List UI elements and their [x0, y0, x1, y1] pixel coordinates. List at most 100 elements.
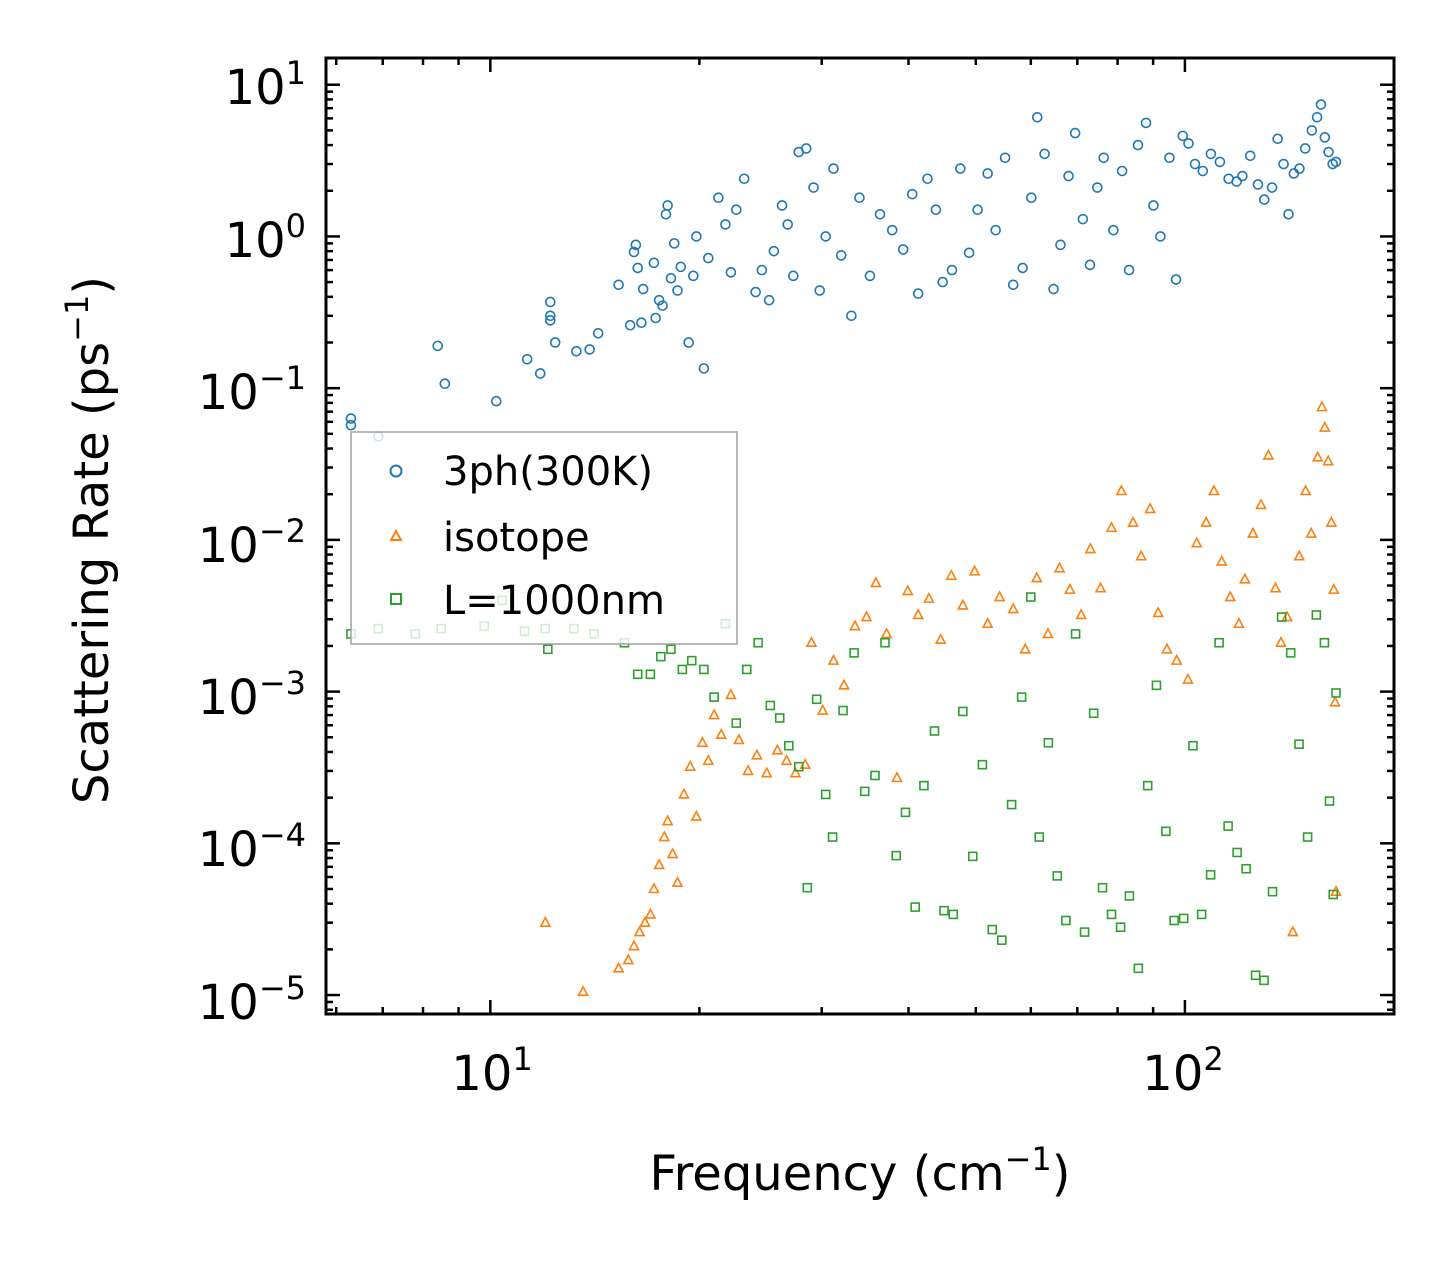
data-point [1224, 590, 1237, 602]
data-point [1294, 163, 1305, 174]
data-point [1328, 889, 1339, 900]
data-point [1135, 549, 1147, 561]
data-point [1152, 606, 1164, 618]
data-point [945, 569, 958, 581]
data-point [733, 733, 745, 745]
data-point [1231, 176, 1242, 187]
data-point [1019, 642, 1032, 654]
data-point [686, 655, 697, 666]
data-point [545, 315, 556, 326]
data-point [1315, 99, 1327, 110]
data-point [997, 935, 1007, 945]
legend-label-boundary: L=1000nm [443, 578, 665, 624]
data-point [665, 272, 677, 284]
data-point [432, 340, 444, 352]
data-point [1161, 826, 1171, 837]
data-point [653, 858, 665, 870]
data-point [1258, 194, 1270, 205]
legend-marker-boundary [390, 593, 402, 605]
data-point [912, 608, 924, 620]
data-point [880, 637, 890, 648]
data-point [1299, 143, 1311, 154]
data-point [543, 644, 553, 655]
data-point [1188, 740, 1198, 751]
data-point [780, 754, 793, 766]
data-point [1330, 156, 1342, 168]
data-point [1247, 526, 1259, 538]
data-point [870, 770, 880, 781]
data-point [690, 809, 703, 821]
data-point [671, 876, 684, 888]
data-point [849, 648, 859, 658]
data-point [662, 200, 673, 211]
data-point [1266, 182, 1278, 193]
data-point [708, 708, 720, 720]
data-point [946, 264, 958, 276]
x-axis-title: Frequency (cm−1) [649, 1140, 1070, 1202]
data-point [820, 231, 832, 242]
data-point [1299, 484, 1312, 496]
data-point [886, 224, 898, 236]
data-point [632, 262, 644, 274]
data-point [930, 204, 942, 216]
data-point [1031, 111, 1043, 123]
data-point [650, 312, 661, 324]
data-point [814, 285, 826, 296]
data-point [1026, 192, 1037, 204]
data-point [1030, 571, 1043, 583]
data-point [1311, 610, 1322, 620]
data-point [948, 909, 959, 920]
data-point [1285, 648, 1296, 658]
x-tick-label: 102 [1142, 1040, 1223, 1102]
data-point [1276, 612, 1287, 622]
data-point [1318, 420, 1331, 432]
data-point [1142, 780, 1153, 791]
data-point [955, 163, 966, 174]
data-point [1151, 680, 1162, 691]
data-point [768, 245, 780, 257]
data-point [751, 748, 763, 760]
data-point [1196, 909, 1207, 920]
data-point [1079, 927, 1090, 937]
data-point [860, 610, 873, 622]
data-point [696, 736, 709, 748]
data-point [632, 669, 643, 680]
data-point [1329, 695, 1341, 707]
data-point [730, 204, 742, 216]
data-point [849, 619, 861, 631]
data-point [1088, 708, 1099, 719]
data-point [870, 576, 882, 588]
data-point [1244, 150, 1256, 162]
data-point [571, 345, 582, 357]
data-point [1324, 796, 1335, 806]
data-point [987, 924, 998, 935]
data-point [1007, 279, 1019, 291]
data-point [1197, 165, 1209, 177]
data-point [990, 224, 1001, 236]
legend-box [350, 431, 738, 645]
data-point [1026, 592, 1036, 602]
data-point [963, 247, 975, 259]
data-point [1325, 515, 1338, 527]
data-point [1106, 909, 1117, 920]
data-point [1189, 158, 1201, 170]
data-point [1215, 554, 1228, 566]
data-point [922, 173, 933, 185]
legend-label-3ph: 3ph(300K) [443, 449, 653, 495]
data-point [1052, 871, 1063, 881]
data-point [1092, 182, 1103, 193]
plot-frame [324, 56, 1396, 1016]
data-point [545, 310, 556, 322]
data-point [891, 850, 901, 861]
data-point [1105, 521, 1118, 533]
data-point [1316, 400, 1328, 412]
data-point [1053, 561, 1066, 573]
data-point [1182, 672, 1194, 684]
plot-data-layer [345, 99, 1342, 997]
data-point [937, 276, 948, 288]
data-point [802, 882, 813, 893]
data-point [742, 764, 754, 776]
data-point [1237, 170, 1248, 182]
data-point [838, 678, 850, 690]
